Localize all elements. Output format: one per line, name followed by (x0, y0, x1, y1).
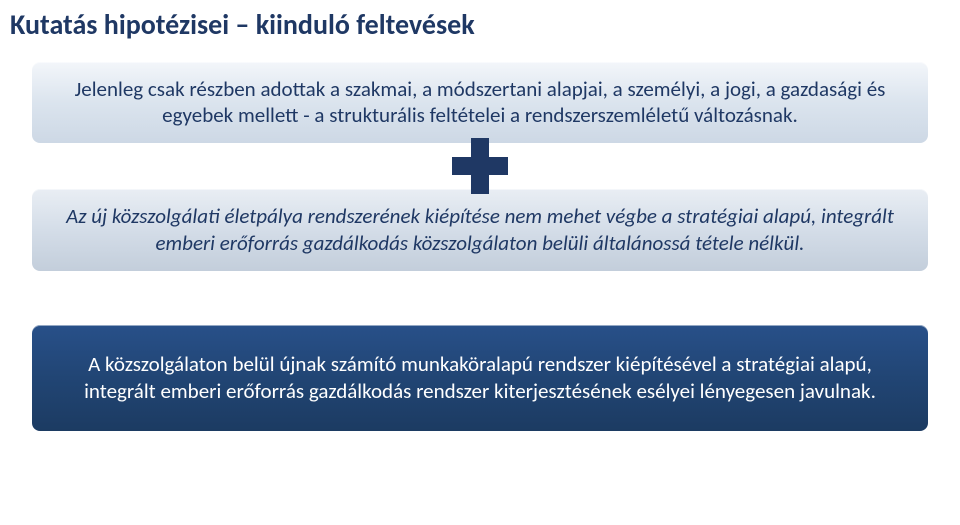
plus-icon (452, 138, 508, 194)
hypothesis-stack: Jelenleg csak részben adottak a szakmai,… (0, 42, 960, 431)
connector-gap-1 (32, 143, 928, 189)
connector-gap-2 (32, 271, 928, 325)
hypothesis-box-2: Az új közszolgálati életpálya rendszerén… (32, 189, 928, 271)
hypothesis-box-1: Jelenleg csak részben adottak a szakmai,… (32, 62, 928, 144)
page-title: Kutatás hipotézisei – kiinduló feltevése… (0, 0, 960, 42)
hypothesis-box-3: A közszolgálaton belül újnak számító mun… (32, 325, 928, 431)
